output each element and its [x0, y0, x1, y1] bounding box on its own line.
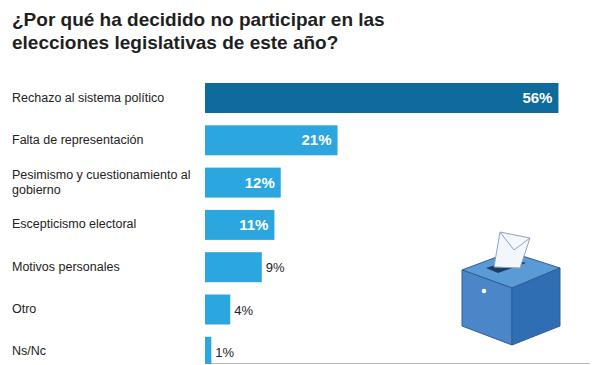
- bar: [205, 210, 274, 240]
- data-label: 9%: [266, 260, 285, 275]
- chart-title: ¿Por qué ha decidido no participar en la…: [12, 8, 392, 54]
- bars: [205, 83, 558, 364]
- data-label: 1%: [215, 345, 234, 360]
- bar: [205, 295, 230, 325]
- data-label: 11%: [239, 216, 268, 233]
- bar: [205, 337, 211, 364]
- data-label: 12%: [245, 174, 275, 191]
- data-label: 21%: [302, 131, 332, 148]
- category-label: Falta de representación: [12, 123, 192, 157]
- chart-area: 56% 21% 12% 11% 9% 4% 1%: [0, 0, 600, 365]
- data-label: 4%: [234, 303, 253, 318]
- data-label: 56%: [522, 89, 552, 106]
- bar: [205, 125, 338, 155]
- category-label: Pesimismo y cuestionamiento al gobierno: [12, 166, 192, 200]
- category-label: Motivos personales: [12, 250, 192, 284]
- bar: [205, 168, 281, 198]
- data-labels: 56% 21% 12% 11% 9% 4% 1%: [215, 89, 552, 360]
- bar: [205, 252, 262, 282]
- category-label: Escepticismo electoral: [12, 208, 192, 242]
- category-label: Ns/Nc: [12, 335, 192, 365]
- bar: [205, 83, 558, 113]
- category-label: Rechazo al sistema político: [12, 81, 192, 115]
- ballot-box-icon: [462, 232, 560, 345]
- x-axis-line: [205, 363, 590, 364]
- category-label: Otro: [12, 293, 192, 327]
